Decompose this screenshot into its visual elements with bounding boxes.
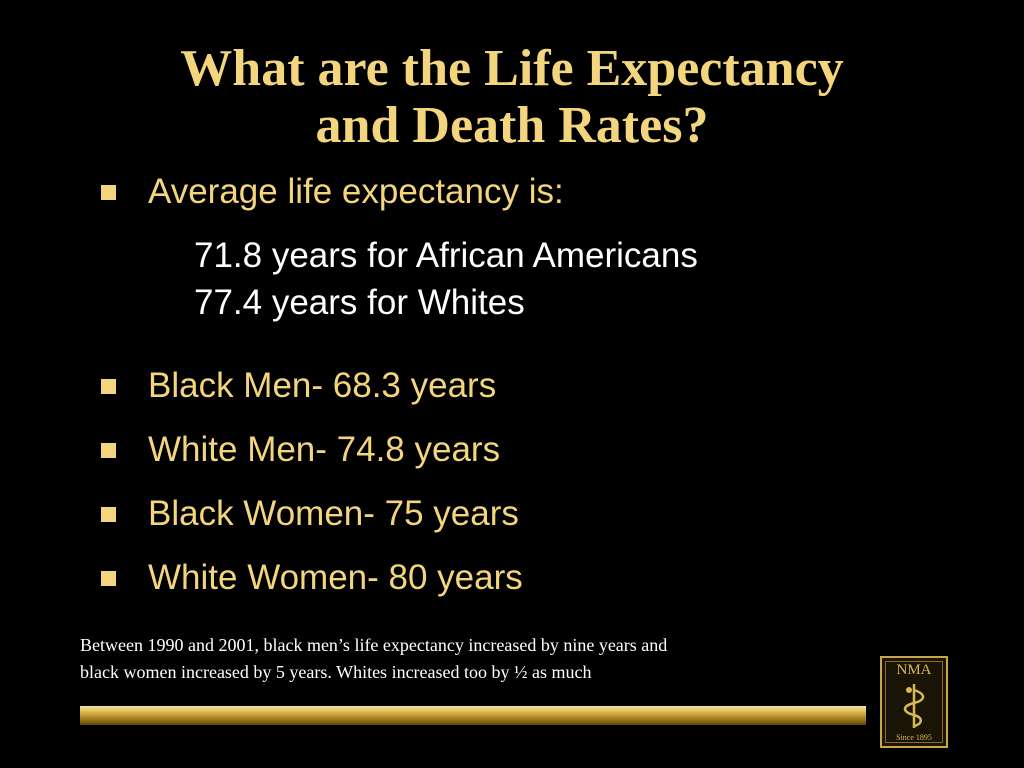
logo-frame [885,661,943,743]
bullet-text: White Men- 74.8 years [148,430,501,469]
bullet-item-average: Average life expectancy is: [98,172,978,232]
logo-since: Since 1895 [896,733,932,742]
bullet-list: Average life expectancy is: 71.8 years f… [98,172,978,622]
square-bullet-icon [101,185,116,200]
bullet-text: Average life expectancy is: [148,172,564,211]
title-line-1: What are the Life Expectancy [180,40,844,97]
square-bullet-icon [101,443,116,458]
nma-logo: NMA Since 1895 [880,656,948,748]
square-bullet-icon [101,507,116,522]
gold-divider-bar [80,706,866,725]
bullet-text: Black Men- 68.3 years [148,366,497,405]
bullet-item-white-women: White Women- 80 years [98,558,978,622]
sub-bullet-group: 71.8 years for African Americans 77.4 ye… [98,232,978,366]
sub-item-african-americans: 71.8 years for African Americans [194,236,698,275]
bullet-item-white-men: White Men- 74.8 years [98,430,978,494]
footnote: Between 1990 and 2001, black men’s life … [80,632,860,686]
slide-title: What are the Life Expectancy and Death R… [0,40,1024,154]
logo-text: NMA [896,662,932,678]
footnote-line-1: Between 1990 and 2001, black men’s life … [80,635,668,655]
bullet-item-black-women: Black Women- 75 years [98,494,978,558]
square-bullet-icon [101,379,116,394]
bullet-text: White Women- 80 years [148,558,523,597]
footnote-line-2: black women increased by 5 years. Whites… [80,662,592,682]
sub-item-whites: 77.4 years for Whites [194,283,525,322]
bullet-text: Black Women- 75 years [148,494,519,533]
caduceus-icon [903,684,925,728]
square-bullet-icon [101,571,116,586]
bullet-item-black-men: Black Men- 68.3 years [98,366,978,430]
title-line-2: and Death Rates? [315,97,709,154]
